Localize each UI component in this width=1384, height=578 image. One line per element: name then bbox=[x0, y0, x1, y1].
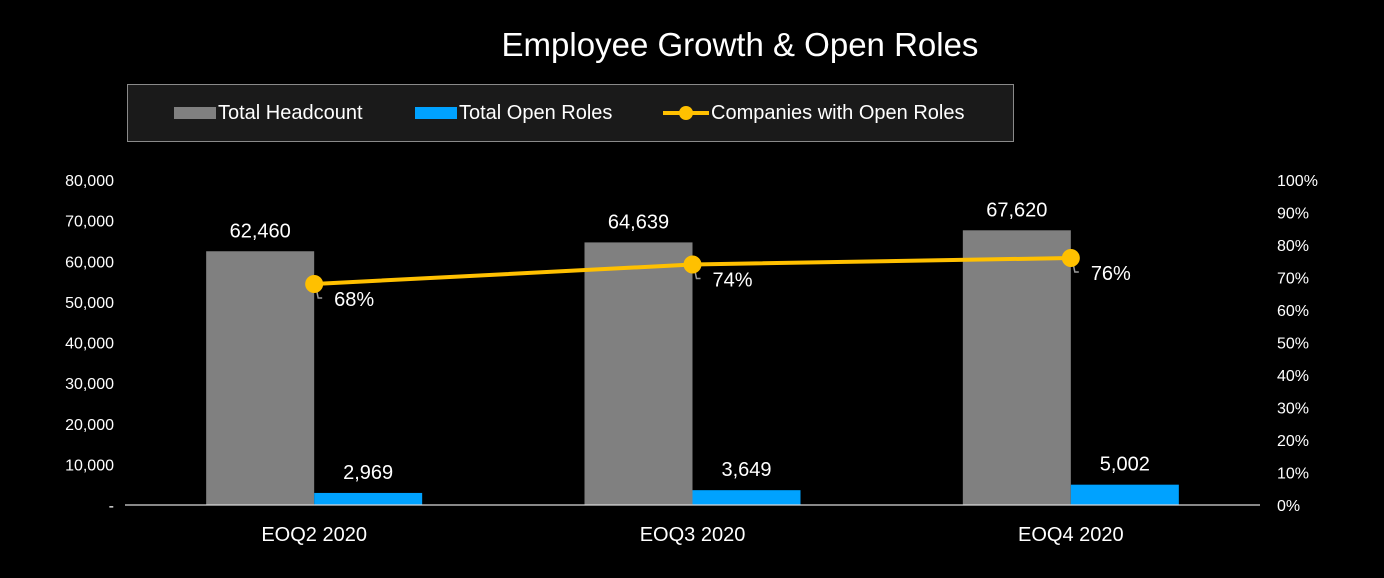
marker-companies-with-open-roles bbox=[305, 275, 324, 293]
x-tick-label: EOQ4 2020 bbox=[1018, 524, 1124, 546]
bar-total-headcount bbox=[962, 230, 1071, 505]
y-tick-label: 10,000 bbox=[65, 457, 114, 474]
legend-item-total-open-roles: Total Open Roles bbox=[415, 85, 612, 141]
data-label-companies-with-open-roles: 76% bbox=[1091, 263, 1131, 285]
y2-tick-label: 50% bbox=[1277, 336, 1309, 353]
y-tick-label: 40,000 bbox=[65, 336, 114, 353]
bar-total-headcount bbox=[206, 251, 315, 505]
legend-label-total-open-roles: Total Open Roles bbox=[459, 101, 613, 124]
legend-item-companies-with-open-roles: Companies with Open Roles bbox=[663, 85, 964, 141]
y2-tick-label: 0% bbox=[1277, 498, 1300, 515]
y2-tick-label: 100% bbox=[1277, 173, 1318, 190]
legend: Total Headcount Total Open Roles Compani… bbox=[127, 84, 1014, 142]
data-label-companies-with-open-roles: 74% bbox=[712, 270, 752, 292]
legend-swatch-total-open-roles bbox=[415, 107, 457, 119]
legend-label-companies-with-open-roles: Companies with Open Roles bbox=[711, 101, 965, 124]
y-tick-label: 80,000 bbox=[65, 173, 114, 190]
y2-tick-label: 70% bbox=[1277, 271, 1309, 288]
y2-tick-label: 20% bbox=[1277, 433, 1309, 450]
bar-total-open-roles bbox=[692, 490, 801, 505]
bar-total-headcount bbox=[584, 242, 693, 506]
y-tick-label: 60,000 bbox=[65, 254, 114, 271]
y2-tick-label: 80% bbox=[1277, 238, 1309, 255]
legend-swatch-companies-with-open-roles bbox=[663, 106, 709, 120]
y2-tick-label: 40% bbox=[1277, 368, 1309, 385]
y-tick-label: 50,000 bbox=[65, 295, 114, 312]
data-label-total-open-roles: 3,649 bbox=[721, 459, 771, 481]
marker-companies-with-open-roles bbox=[1061, 249, 1080, 267]
marker-companies-with-open-roles bbox=[683, 255, 702, 274]
y-tick-label: 20,000 bbox=[65, 417, 114, 434]
x-tick-label: EOQ2 2020 bbox=[261, 524, 367, 546]
bar-total-open-roles bbox=[1070, 484, 1179, 505]
x-tick-label: EOQ3 2020 bbox=[640, 524, 746, 546]
data-label-total-headcount: 64,639 bbox=[608, 211, 669, 233]
legend-item-total-headcount: Total Headcount bbox=[174, 85, 363, 141]
data-label-companies-with-open-roles: 68% bbox=[334, 289, 374, 311]
y-tick-label: - bbox=[109, 498, 114, 515]
y2-tick-label: 90% bbox=[1277, 206, 1309, 223]
y2-tick-label: 10% bbox=[1277, 466, 1309, 483]
bar-total-open-roles bbox=[314, 492, 423, 505]
data-label-total-headcount: 62,460 bbox=[230, 220, 291, 242]
y-tick-label: 70,000 bbox=[65, 214, 114, 231]
data-label-total-open-roles: 2,969 bbox=[343, 462, 393, 484]
y-tick-label: 30,000 bbox=[65, 376, 114, 393]
y2-tick-label: 60% bbox=[1277, 303, 1309, 320]
data-label-total-headcount: 67,620 bbox=[986, 199, 1047, 221]
legend-label-total-headcount: Total Headcount bbox=[218, 101, 363, 124]
data-label-total-open-roles: 5,002 bbox=[1100, 454, 1150, 476]
legend-swatch-total-headcount bbox=[174, 107, 216, 119]
y2-tick-label: 30% bbox=[1277, 401, 1309, 418]
